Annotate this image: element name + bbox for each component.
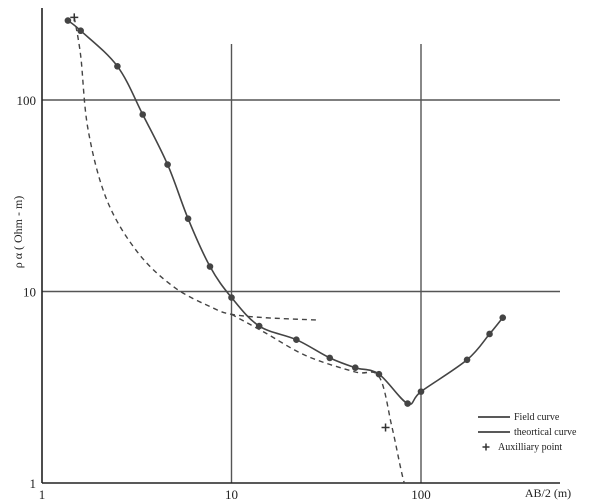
field-data-point bbox=[64, 17, 72, 24]
legend: Field curve theortical curve Auxilliary po… bbox=[478, 412, 577, 453]
field-data-point bbox=[293, 336, 300, 344]
field-data-point bbox=[228, 294, 235, 301]
legend-label: Auxilliary point bbox=[498, 442, 562, 453]
x-tick-label: 1 bbox=[39, 487, 46, 502]
y-tick-label: 100 bbox=[17, 93, 37, 108]
theoretical-curve-line bbox=[73, 17, 317, 321]
y-axis-title: ρ α ( Ohm - m) bbox=[11, 196, 25, 269]
field-data-point bbox=[326, 354, 334, 362]
field-data-point bbox=[206, 263, 214, 270]
auxiliary-point-marker bbox=[381, 423, 390, 432]
y-tick-label: 1 bbox=[30, 476, 37, 491]
x-axis-title: AB/2 (m) bbox=[525, 486, 571, 500]
legend-label: Field curve bbox=[514, 412, 560, 423]
x-tick-label: 100 bbox=[411, 487, 431, 502]
auxiliary-point-marker bbox=[70, 13, 79, 22]
y-tick-label: 10 bbox=[23, 285, 36, 300]
field-data-point bbox=[417, 388, 425, 395]
legend-label: theortical curve bbox=[514, 427, 577, 438]
field-data-point bbox=[499, 314, 507, 321]
field-data-point bbox=[375, 370, 383, 378]
field-data-point bbox=[463, 356, 471, 364]
field-data-point bbox=[486, 330, 493, 338]
field-curve-line bbox=[67, 19, 504, 405]
field-data-point bbox=[164, 161, 171, 168]
legend-cross-swatch bbox=[482, 443, 490, 451]
x-tick-label: 10 bbox=[225, 487, 238, 502]
field-data-point bbox=[351, 364, 359, 372]
field-data-point bbox=[255, 322, 263, 330]
axes bbox=[41, 8, 560, 484]
data-series bbox=[64, 13, 507, 483]
field-data-point bbox=[184, 215, 192, 222]
field-data-point bbox=[139, 111, 147, 118]
field-data-point bbox=[404, 400, 411, 407]
grid-lines bbox=[42, 44, 560, 483]
field-data-point bbox=[114, 62, 121, 70]
tick-labels: 1 10 100 1 10 100 bbox=[17, 93, 431, 502]
theoretical-curve-line bbox=[231, 313, 405, 483]
field-data-point bbox=[77, 27, 84, 35]
